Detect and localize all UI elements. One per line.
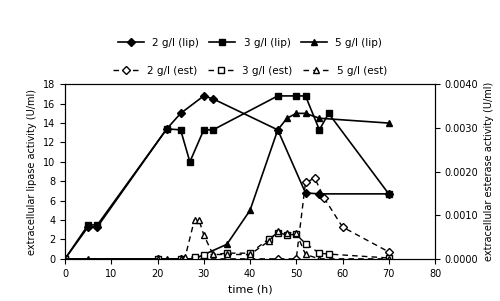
5 g/l (est) — [293, 231, 299, 234]
5 g/l (lip) — [164, 257, 170, 261]
3 g/l (est) — [201, 253, 207, 257]
5 g/l (est) — [201, 233, 207, 237]
3 g/l (lip) — [85, 223, 91, 227]
3 g/l (est) — [192, 255, 198, 259]
5 g/l (est) — [196, 219, 202, 222]
Y-axis label: extracellular esterase activity (U/ml): extracellular esterase activity (U/ml) — [484, 82, 494, 261]
3 g/l (lip) — [178, 128, 184, 132]
5 g/l (est) — [62, 257, 68, 261]
3 g/l (lip) — [187, 160, 193, 164]
2 g/l (lip) — [275, 128, 281, 132]
5 g/l (lip) — [275, 128, 281, 132]
5 g/l (lip) — [284, 116, 290, 120]
2 g/l (est) — [62, 257, 68, 261]
2 g/l (lip) — [316, 192, 322, 196]
5 g/l (est) — [275, 230, 281, 233]
2 g/l (est) — [275, 257, 281, 261]
5 g/l (est) — [154, 257, 160, 261]
2 g/l (est) — [340, 225, 345, 229]
3 g/l (lip) — [201, 128, 207, 132]
Line: 5 g/l (lip): 5 g/l (lip) — [62, 110, 392, 262]
2 g/l (est) — [178, 257, 184, 261]
3 g/l (lip) — [275, 94, 281, 98]
3 g/l (lip) — [62, 257, 68, 261]
Legend: 2 g/l (est), 3 g/l (est), 5 g/l (est): 2 g/l (est), 3 g/l (est), 5 g/l (est) — [108, 62, 392, 80]
5 g/l (est) — [210, 253, 216, 256]
3 g/l (est) — [247, 251, 253, 255]
5 g/l (est) — [302, 253, 308, 256]
3 g/l (est) — [326, 252, 332, 256]
3 g/l (lip) — [386, 192, 392, 196]
5 g/l (est) — [316, 257, 322, 261]
5 g/l (est) — [247, 253, 253, 256]
Line: 5 g/l (est): 5 g/l (est) — [62, 216, 392, 262]
2 g/l (lip) — [94, 225, 100, 229]
3 g/l (est) — [266, 237, 272, 241]
2 g/l (lip) — [386, 192, 392, 196]
Line: 3 g/l (est): 3 g/l (est) — [62, 229, 392, 262]
5 g/l (lip) — [247, 209, 253, 212]
2 g/l (lip) — [164, 127, 170, 131]
5 g/l (est) — [284, 231, 290, 234]
3 g/l (lip) — [210, 128, 216, 132]
3 g/l (est) — [62, 257, 68, 261]
3 g/l (est) — [302, 242, 308, 245]
2 g/l (lip) — [62, 257, 68, 261]
2 g/l (lip) — [302, 191, 308, 195]
3 g/l (est) — [293, 233, 299, 236]
3 g/l (lip) — [316, 128, 322, 132]
3 g/l (est) — [154, 257, 160, 261]
X-axis label: time (h): time (h) — [228, 284, 272, 294]
3 g/l (lip) — [302, 94, 308, 98]
2 g/l (lip) — [201, 94, 207, 98]
2 g/l (est) — [386, 250, 392, 254]
5 g/l (est) — [266, 240, 272, 243]
Y-axis label: extracellular lipase activity (U/ml): extracellular lipase activity (U/ml) — [28, 88, 38, 255]
3 g/l (est) — [224, 251, 230, 255]
5 g/l (est) — [224, 253, 230, 256]
5 g/l (est) — [178, 257, 184, 261]
3 g/l (lip) — [94, 223, 100, 227]
5 g/l (est) — [192, 218, 198, 222]
5 g/l (lip) — [302, 112, 308, 115]
Line: 3 g/l (lip): 3 g/l (lip) — [62, 92, 392, 262]
3 g/l (est) — [178, 257, 184, 261]
5 g/l (lip) — [386, 121, 392, 125]
5 g/l (est) — [386, 257, 392, 261]
5 g/l (lip) — [293, 112, 299, 115]
3 g/l (lip) — [164, 127, 170, 131]
2 g/l (est) — [312, 176, 318, 180]
3 g/l (est) — [284, 233, 290, 237]
2 g/l (est) — [302, 181, 308, 184]
5 g/l (lip) — [224, 243, 230, 246]
2 g/l (est) — [201, 257, 207, 261]
2 g/l (lip) — [210, 97, 216, 101]
3 g/l (lip) — [326, 112, 332, 115]
2 g/l (est) — [321, 196, 327, 200]
5 g/l (est) — [182, 255, 188, 259]
2 g/l (est) — [247, 257, 253, 261]
5 g/l (lip) — [62, 257, 68, 261]
Line: 2 g/l (est): 2 g/l (est) — [62, 175, 392, 262]
5 g/l (lip) — [85, 257, 91, 261]
3 g/l (lip) — [293, 94, 299, 98]
Line: 2 g/l (lip): 2 g/l (lip) — [62, 93, 392, 262]
3 g/l (est) — [386, 256, 392, 260]
3 g/l (est) — [275, 231, 281, 234]
5 g/l (lip) — [316, 116, 322, 120]
5 g/l (lip) — [192, 257, 198, 261]
2 g/l (est) — [293, 257, 299, 261]
2 g/l (lip) — [85, 225, 91, 229]
3 g/l (est) — [316, 251, 322, 255]
2 g/l (est) — [154, 257, 160, 261]
2 g/l (lip) — [178, 112, 184, 115]
